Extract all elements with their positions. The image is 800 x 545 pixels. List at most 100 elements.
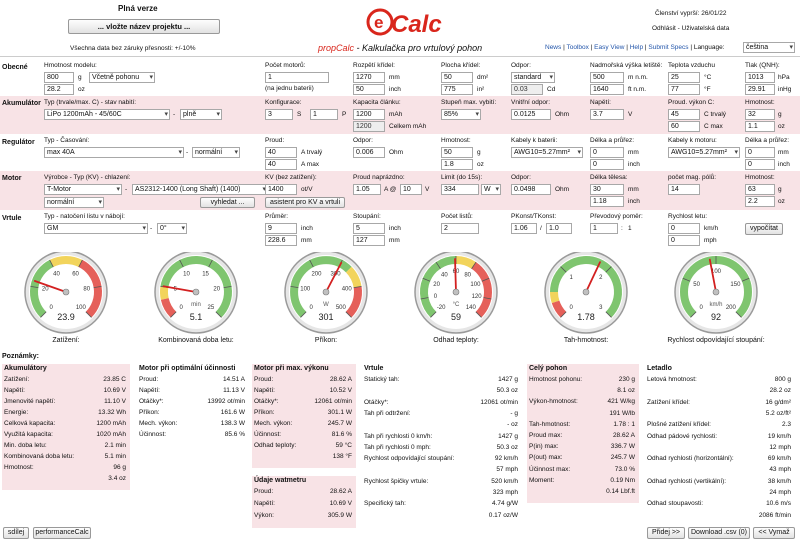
config-p-input[interactable]: 1: [310, 109, 338, 120]
gear-a-input[interactable]: 1: [590, 223, 618, 234]
nav-news[interactable]: News: [545, 44, 562, 51]
gauge-value: 1.78: [577, 312, 595, 322]
result-label: Napětí:: [139, 387, 160, 394]
nav-help[interactable]: Help: [629, 44, 644, 51]
result-value: 138 °F: [332, 453, 352, 460]
case-mm-input[interactable]: 30: [590, 184, 624, 195]
span-in-input[interactable]: 50: [353, 84, 385, 95]
motor-res-input[interactable]: 0.0498: [511, 184, 551, 195]
prop-type-select[interactable]: GM: [44, 223, 148, 234]
weight-mode-select[interactable]: Včetně pohonu: [89, 72, 155, 83]
result-value: 421 W/kg: [607, 398, 635, 406]
esc-current-label: Proud:: [265, 137, 285, 144]
clear-button[interactable]: << Vymaž: [753, 527, 795, 539]
altitude-m-input[interactable]: 500: [590, 72, 624, 83]
nav-easy-view[interactable]: Easy View: [594, 44, 625, 51]
kv-assistant-button[interactable]: asistent pro KV a vrtuli: [265, 197, 345, 208]
span-mm-input[interactable]: 1270: [353, 72, 385, 83]
speed-mph-input[interactable]: 0: [668, 235, 700, 246]
share-button[interactable]: sdílej: [3, 527, 29, 539]
blades-input[interactable]: 2: [441, 223, 479, 234]
diameter-mm-input[interactable]: 228.6: [265, 235, 297, 246]
motor-model-select[interactable]: AS2312-1400 (Long Shaft) (1400): [132, 184, 268, 195]
gauge-needle: [454, 258, 457, 293]
performance-calc-button[interactable]: performanceCalc: [33, 527, 91, 539]
gauge-unit: W: [323, 302, 329, 308]
qnh-hpa-input[interactable]: 1013: [745, 72, 775, 83]
c-cont-input[interactable]: 45: [668, 109, 700, 120]
esc-mass-g-input[interactable]: 50: [441, 147, 473, 158]
battery-charge-select[interactable]: plně: [180, 109, 222, 120]
battery-ri-input[interactable]: 0.0125: [511, 109, 551, 120]
esc-mass-oz-input[interactable]: 1.8: [441, 159, 473, 170]
kv-input[interactable]: 1400: [265, 184, 297, 195]
gauge-tick-label: 500: [336, 305, 347, 311]
config-s-input[interactable]: 3: [265, 109, 293, 120]
battery-mass-oz-input[interactable]: 1.1: [745, 121, 775, 132]
wire-mot-len-in-input[interactable]: 0: [745, 159, 775, 170]
download-csv-button[interactable]: Download .csv (0): [688, 527, 750, 539]
motors-input[interactable]: 1: [265, 72, 329, 83]
noload-a-input[interactable]: 1.05: [353, 184, 381, 195]
diameter-in-input[interactable]: 9: [265, 223, 297, 234]
motor-mass-g-input[interactable]: 63: [745, 184, 775, 195]
motor-maker-select[interactable]: T-Motor: [44, 184, 122, 195]
weight-input[interactable]: 800: [44, 72, 74, 83]
drag-select[interactable]: standard: [511, 72, 555, 83]
add-button[interactable]: Přidej >>: [647, 527, 685, 539]
result-block-background: [527, 364, 639, 504]
wire-bat-select[interactable]: AWG10=5.27mm²: [511, 147, 583, 158]
pitch-mm-input[interactable]: 127: [353, 235, 385, 246]
battery-volt-input[interactable]: 3.7: [590, 109, 624, 120]
qnh-inhg-input[interactable]: 29.91: [745, 84, 775, 95]
esc-current-cont-input[interactable]: 40: [265, 147, 297, 158]
esc-timing-select[interactable]: normální: [192, 147, 240, 158]
temp-f-input[interactable]: 77: [668, 84, 700, 95]
wire-bat-len-in-input[interactable]: 0: [590, 159, 624, 170]
speed-kmh-input[interactable]: 0: [668, 223, 700, 234]
battery-mass-g-input[interactable]: 32: [745, 109, 775, 120]
tconst-input[interactable]: 1.0: [546, 223, 572, 234]
calculate-button[interactable]: vypočítat: [745, 223, 783, 235]
result-label: Statický tah:: [364, 376, 400, 383]
temp-c-input[interactable]: 25: [668, 72, 700, 83]
esc-current-max-input[interactable]: 40: [265, 159, 297, 170]
nav-submit-specs[interactable]: Submit Specs: [648, 44, 689, 51]
noload-v-input[interactable]: 10: [400, 184, 422, 195]
weight-oz-input[interactable]: 28.2: [44, 84, 74, 95]
speed-label: Rychlost letu:: [668, 213, 708, 220]
limit-unit-select[interactable]: W: [481, 184, 501, 195]
motor-mass-label: Hmotnost:: [745, 174, 775, 181]
dod-select[interactable]: 85%: [441, 109, 481, 120]
case-in-input[interactable]: 1.18: [590, 196, 624, 207]
wire-bat-len-input[interactable]: 0: [590, 147, 624, 158]
battery-type-select[interactable]: LiPo 1200mAh - 45/60C: [44, 109, 170, 120]
altitude-ft-input[interactable]: 1640: [590, 84, 624, 95]
limit-input[interactable]: 334: [441, 184, 479, 195]
drag-cd-input[interactable]: 0.03: [511, 84, 543, 95]
temp-label: Teplota vzduchu: [668, 62, 715, 69]
area-in-input[interactable]: 775: [441, 84, 473, 95]
language-select[interactable]: čeština: [743, 42, 795, 53]
capacity-total-input[interactable]: 1200: [353, 121, 385, 132]
pconst-input[interactable]: 1.06: [511, 223, 537, 234]
poles-input[interactable]: 14: [668, 184, 700, 195]
motor-mass-oz-input[interactable]: 2.2: [745, 196, 775, 207]
nav-toolbox[interactable]: Toolbox: [566, 44, 589, 51]
project-name-button[interactable]: ... vložte název projektu ...: [68, 19, 220, 34]
capacity-total-unit: Celkem mAh: [389, 123, 427, 130]
area-dm-input[interactable]: 50: [441, 72, 473, 83]
esc-res-input[interactable]: 0.006: [353, 147, 385, 158]
esc-type-select[interactable]: max 40A: [44, 147, 184, 158]
wire-mot-len-input[interactable]: 0: [745, 147, 775, 158]
motor-cooling-select[interactable]: normální: [44, 197, 104, 208]
pitch-in-input[interactable]: 5: [353, 223, 385, 234]
prop-angle-select[interactable]: 0°: [157, 223, 187, 234]
ecalc-logo: e Calc: [365, 4, 445, 38]
c-max-input[interactable]: 60: [668, 121, 700, 132]
motor-search-button[interactable]: vyhledat ...: [200, 197, 255, 208]
gauge-tick-label: 400: [342, 287, 353, 293]
logout-link[interactable]: Odhlásit - Uživatelská data: [652, 25, 730, 32]
wire-mot-select[interactable]: AWG10=5.27mm²: [668, 147, 740, 158]
capacity-input[interactable]: 1200: [353, 109, 385, 120]
